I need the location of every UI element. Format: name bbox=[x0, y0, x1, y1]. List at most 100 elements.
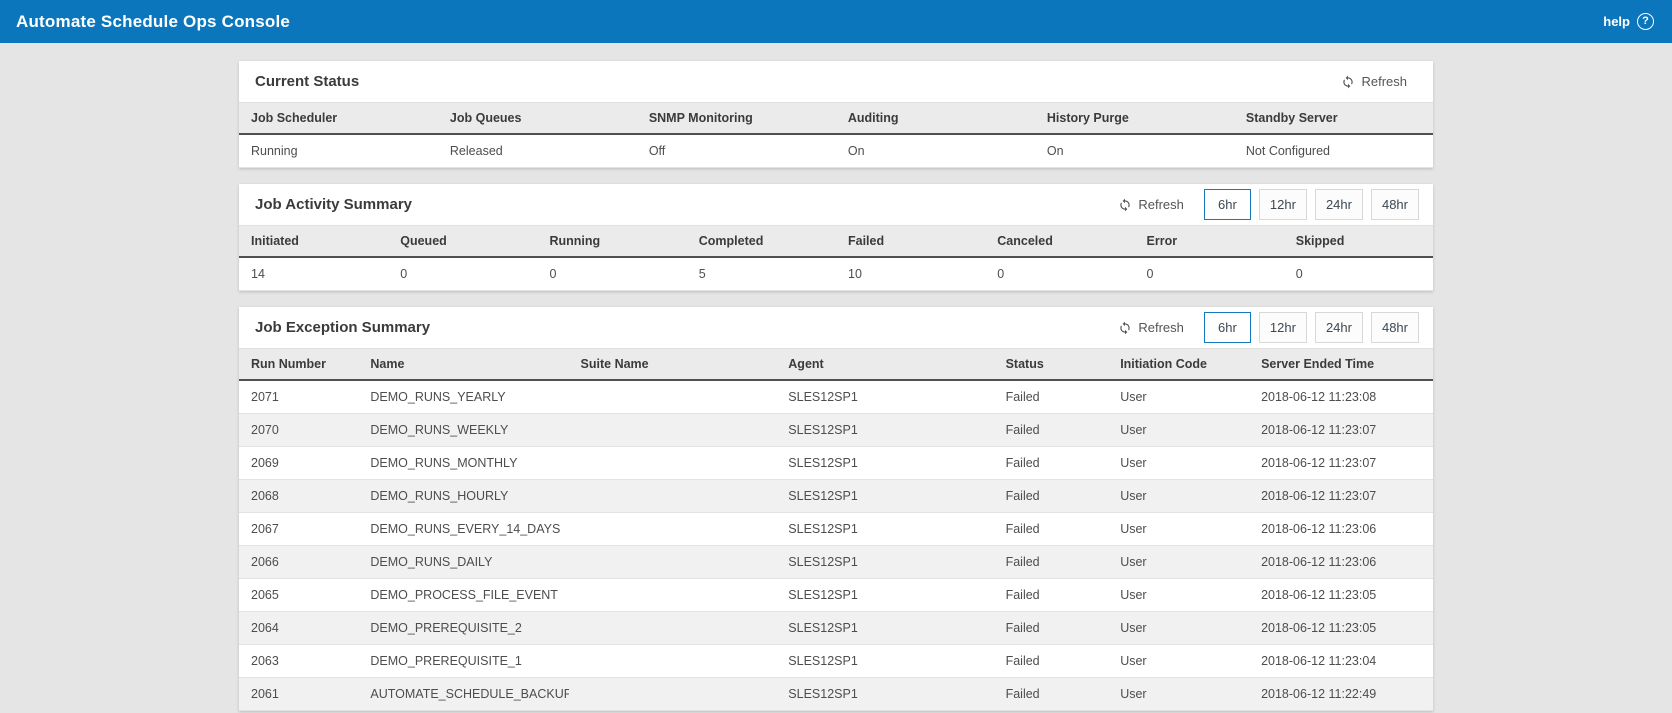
job-name-cell: AUTOMATE_SCHEDULE_BACKUP bbox=[358, 677, 569, 711]
app-header: Automate Schedule Ops Console help ? bbox=[0, 0, 1672, 43]
time-range-button[interactable]: 24hr bbox=[1314, 312, 1363, 343]
status-cell: Failed bbox=[993, 578, 1109, 612]
app-title: Automate Schedule Ops Console bbox=[16, 11, 291, 31]
refresh-label: Refresh bbox=[1361, 74, 1407, 89]
time-range-button[interactable]: 6hr bbox=[1203, 312, 1251, 343]
server-ended-time-cell: 2018-06-12 11:23:08 bbox=[1249, 380, 1433, 414]
suite-name-cell bbox=[568, 446, 777, 480]
refresh-icon bbox=[1118, 198, 1132, 212]
help-button[interactable]: help ? bbox=[1603, 13, 1654, 30]
job-exception-refresh-button[interactable]: Refresh bbox=[1116, 316, 1186, 339]
job-activity-controls: Refresh 6hr 12hr 24hr 48hr bbox=[1116, 189, 1419, 220]
time-range-button[interactable]: 12hr bbox=[1258, 312, 1307, 343]
initiation-code-cell: User bbox=[1108, 446, 1250, 480]
initiation-code-cell: User bbox=[1108, 677, 1250, 711]
column-header: Suite Name bbox=[568, 348, 777, 381]
activity-count-cell: 0 bbox=[388, 257, 538, 291]
job-exception-row[interactable]: 2068 DEMO_RUNS_HOURLY SLES12SP1 Failed U… bbox=[239, 479, 1433, 513]
current-status-title: Current Status bbox=[255, 73, 360, 90]
refresh-label: Refresh bbox=[1138, 320, 1184, 335]
current-status-header-row: Job Scheduler Job Queues SNMP Monitoring… bbox=[239, 102, 1433, 135]
job-name-cell: DEMO_RUNS_DAILY bbox=[358, 545, 569, 579]
current-status-refresh-button[interactable]: Refresh bbox=[1339, 70, 1409, 93]
job-exception-header-row: Run Number Name Suite Name Agent Status … bbox=[239, 348, 1433, 381]
column-header: SNMP Monitoring bbox=[636, 102, 836, 135]
agent-cell: SLES12SP1 bbox=[776, 512, 994, 546]
job-exception-controls: Refresh 6hr 12hr 24hr 48hr bbox=[1116, 312, 1419, 343]
job-exception-row[interactable]: 2061 AUTOMATE_SCHEDULE_BACKUP SLES12SP1 … bbox=[239, 677, 1433, 711]
column-header: Auditing bbox=[835, 102, 1035, 135]
initiation-code-cell: User bbox=[1108, 512, 1250, 546]
time-range-button[interactable]: 6hr bbox=[1203, 189, 1251, 220]
agent-cell: SLES12SP1 bbox=[776, 479, 994, 513]
activity-count-cell: 10 bbox=[836, 257, 986, 291]
current-status-panel: Current Status Refresh Job Scheduler Job… bbox=[239, 61, 1433, 168]
status-value-cell: Released bbox=[437, 134, 637, 168]
job-exception-row[interactable]: 2064 DEMO_PREREQUISITE_2 SLES12SP1 Faile… bbox=[239, 611, 1433, 645]
job-exception-row[interactable]: 2063 DEMO_PREREQUISITE_1 SLES12SP1 Faile… bbox=[239, 644, 1433, 678]
job-name-cell: DEMO_RUNS_MONTHLY bbox=[358, 446, 569, 480]
job-exception-panel-header: Job Exception Summary Refresh 6hr 12hr 2… bbox=[239, 307, 1433, 348]
job-exception-row[interactable]: 2069 DEMO_RUNS_MONTHLY SLES12SP1 Failed … bbox=[239, 446, 1433, 480]
run-number-cell: 2071 bbox=[239, 380, 359, 414]
run-number-cell: 2066 bbox=[239, 545, 359, 579]
server-ended-time-cell: 2018-06-12 11:23:05 bbox=[1249, 578, 1433, 612]
initiation-code-cell: User bbox=[1108, 380, 1250, 414]
job-activity-refresh-button[interactable]: Refresh bbox=[1116, 193, 1186, 216]
job-exception-row[interactable]: 2070 DEMO_RUNS_WEEKLY SLES12SP1 Failed U… bbox=[239, 413, 1433, 447]
column-header: Initiated bbox=[239, 225, 389, 258]
refresh-icon bbox=[1118, 321, 1132, 335]
column-header: Error bbox=[1134, 225, 1284, 258]
column-header: Run Number bbox=[239, 348, 359, 381]
activity-count-cell: 0 bbox=[985, 257, 1135, 291]
server-ended-time-cell: 2018-06-12 11:23:06 bbox=[1249, 545, 1433, 579]
current-status-panel-header: Current Status Refresh bbox=[239, 61, 1433, 102]
agent-cell: SLES12SP1 bbox=[776, 644, 994, 678]
initiation-code-cell: User bbox=[1108, 413, 1250, 447]
column-header: Standby Server bbox=[1233, 102, 1433, 135]
suite-name-cell bbox=[568, 479, 777, 513]
status-cell: Failed bbox=[993, 611, 1109, 645]
column-header: Queued bbox=[388, 225, 538, 258]
main-content: Current Status Refresh Job Scheduler Job… bbox=[239, 43, 1433, 711]
job-activity-panel: Job Activity Summary Refresh 6hr 12hr 24… bbox=[239, 184, 1433, 291]
job-exception-table: Run Number Name Suite Name Agent Status … bbox=[239, 348, 1433, 711]
agent-cell: SLES12SP1 bbox=[776, 446, 994, 480]
status-cell: Failed bbox=[993, 380, 1109, 414]
time-range-button[interactable]: 48hr bbox=[1370, 189, 1419, 220]
job-name-cell: DEMO_RUNS_WEEKLY bbox=[358, 413, 569, 447]
column-header: Job Queues bbox=[437, 102, 637, 135]
column-header: Server Ended Time bbox=[1249, 348, 1433, 381]
job-exception-row[interactable]: 2066 DEMO_RUNS_DAILY SLES12SP1 Failed Us… bbox=[239, 545, 1433, 579]
initiation-code-cell: User bbox=[1108, 545, 1250, 579]
status-cell: Failed bbox=[993, 644, 1109, 678]
suite-name-cell bbox=[568, 644, 777, 678]
activity-count-cell: 5 bbox=[686, 257, 836, 291]
time-range-button[interactable]: 12hr bbox=[1258, 189, 1307, 220]
suite-name-cell bbox=[568, 578, 777, 612]
job-name-cell: DEMO_PREREQUISITE_2 bbox=[358, 611, 569, 645]
current-status-controls: Refresh bbox=[1339, 70, 1419, 93]
job-exception-row[interactable]: 2071 DEMO_RUNS_YEARLY SLES12SP1 Failed U… bbox=[239, 380, 1433, 414]
job-exception-title: Job Exception Summary bbox=[255, 319, 431, 336]
job-exception-row[interactable]: 2067 DEMO_RUNS_EVERY_14_DAYS SLES12SP1 F… bbox=[239, 512, 1433, 546]
run-number-cell: 2070 bbox=[239, 413, 359, 447]
job-name-cell: DEMO_RUNS_HOURLY bbox=[358, 479, 569, 513]
time-range-button[interactable]: 48hr bbox=[1370, 312, 1419, 343]
job-exception-row[interactable]: 2065 DEMO_PROCESS_FILE_EVENT SLES12SP1 F… bbox=[239, 578, 1433, 612]
status-cell: Failed bbox=[993, 512, 1109, 546]
suite-name-cell bbox=[568, 611, 777, 645]
help-question-icon: ? bbox=[1637, 13, 1654, 30]
agent-cell: SLES12SP1 bbox=[776, 413, 994, 447]
status-cell: Failed bbox=[993, 413, 1109, 447]
status-value-cell: On bbox=[835, 134, 1035, 168]
status-cell: Failed bbox=[993, 545, 1109, 579]
server-ended-time-cell: 2018-06-12 11:23:07 bbox=[1249, 479, 1433, 513]
time-range-button[interactable]: 24hr bbox=[1314, 189, 1363, 220]
status-value-cell: Off bbox=[636, 134, 836, 168]
refresh-icon bbox=[1341, 75, 1355, 89]
run-number-cell: 2063 bbox=[239, 644, 359, 678]
run-number-cell: 2068 bbox=[239, 479, 359, 513]
initiation-code-cell: User bbox=[1108, 611, 1250, 645]
column-header: Name bbox=[358, 348, 569, 381]
